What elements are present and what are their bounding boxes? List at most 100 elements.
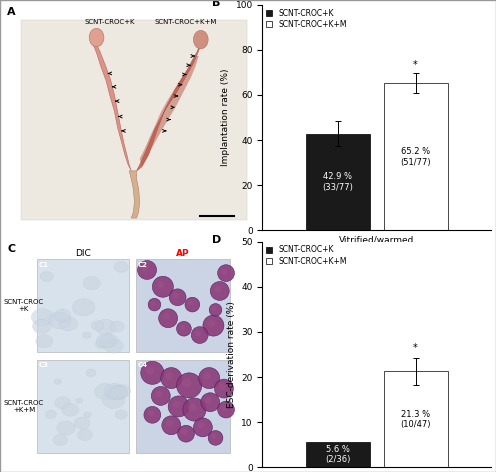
Circle shape — [168, 396, 189, 417]
Ellipse shape — [57, 421, 75, 435]
Ellipse shape — [193, 30, 208, 49]
Circle shape — [193, 418, 212, 437]
Text: SCNT-CROC
+K+M: SCNT-CROC +K+M — [4, 400, 44, 413]
Ellipse shape — [114, 261, 128, 272]
Ellipse shape — [103, 391, 125, 409]
Circle shape — [214, 379, 234, 398]
Circle shape — [151, 387, 170, 405]
Text: C2: C2 — [137, 261, 147, 268]
Ellipse shape — [83, 277, 101, 290]
Circle shape — [198, 422, 204, 429]
Ellipse shape — [115, 385, 131, 397]
Ellipse shape — [60, 317, 77, 331]
Ellipse shape — [100, 334, 118, 347]
Ellipse shape — [45, 410, 57, 419]
Ellipse shape — [91, 321, 104, 330]
Circle shape — [169, 289, 186, 306]
Bar — [135, 360, 230, 453]
Circle shape — [159, 309, 178, 328]
Text: SCNT-CROC+K: SCNT-CROC+K — [85, 19, 135, 25]
Circle shape — [219, 383, 225, 390]
Ellipse shape — [75, 398, 82, 404]
Y-axis label: Implantation rate (%): Implantation rate (%) — [221, 69, 230, 166]
Polygon shape — [129, 171, 140, 218]
Circle shape — [178, 425, 194, 442]
Ellipse shape — [83, 332, 91, 338]
Ellipse shape — [115, 410, 127, 419]
Text: C3: C3 — [39, 362, 49, 368]
Circle shape — [218, 401, 235, 418]
Text: *: * — [413, 343, 418, 353]
Circle shape — [146, 366, 154, 375]
Circle shape — [151, 301, 155, 305]
Ellipse shape — [72, 299, 95, 316]
Circle shape — [163, 313, 170, 320]
Ellipse shape — [104, 338, 123, 353]
Text: 42.9 %
(33/77): 42.9 % (33/77) — [322, 172, 353, 192]
Circle shape — [161, 368, 182, 388]
Text: 5.6 %
(2/36): 5.6 % (2/36) — [325, 445, 351, 464]
Circle shape — [177, 321, 191, 336]
Circle shape — [148, 298, 161, 311]
Circle shape — [142, 265, 148, 271]
Circle shape — [183, 398, 206, 421]
Bar — [306, 134, 370, 230]
Circle shape — [185, 297, 200, 312]
Bar — [135, 260, 230, 352]
Ellipse shape — [40, 271, 53, 281]
Circle shape — [141, 361, 164, 384]
Legend: SCNT-CROC+K, SCNT-CROC+K+M: SCNT-CROC+K, SCNT-CROC+K+M — [266, 8, 347, 29]
Ellipse shape — [83, 412, 91, 418]
Circle shape — [144, 406, 161, 423]
Ellipse shape — [95, 320, 116, 335]
Circle shape — [180, 325, 185, 330]
Ellipse shape — [54, 379, 62, 384]
Bar — [383, 83, 447, 230]
Text: C4: C4 — [137, 362, 148, 368]
Circle shape — [173, 293, 179, 298]
Circle shape — [148, 410, 154, 416]
Circle shape — [177, 373, 202, 398]
Bar — [306, 442, 370, 467]
Circle shape — [166, 420, 173, 427]
Ellipse shape — [62, 404, 79, 416]
Ellipse shape — [96, 334, 114, 348]
Ellipse shape — [53, 435, 67, 446]
Text: B: B — [212, 0, 221, 8]
Ellipse shape — [55, 397, 71, 409]
Circle shape — [156, 391, 162, 397]
Circle shape — [191, 327, 208, 344]
Circle shape — [188, 403, 196, 411]
Ellipse shape — [95, 339, 107, 348]
Circle shape — [173, 401, 180, 408]
Bar — [21, 20, 247, 220]
Ellipse shape — [77, 429, 92, 440]
Circle shape — [199, 368, 220, 388]
Circle shape — [218, 265, 235, 281]
Circle shape — [221, 269, 227, 274]
Ellipse shape — [54, 309, 71, 322]
Circle shape — [210, 281, 229, 300]
Ellipse shape — [33, 319, 51, 334]
Bar — [37, 360, 129, 453]
Circle shape — [208, 320, 215, 327]
Text: *: * — [413, 59, 418, 70]
Circle shape — [166, 372, 173, 379]
Ellipse shape — [110, 321, 124, 332]
Ellipse shape — [104, 383, 126, 400]
Ellipse shape — [49, 312, 70, 329]
Circle shape — [188, 301, 193, 306]
Text: C: C — [7, 244, 15, 254]
Circle shape — [201, 393, 220, 412]
Circle shape — [152, 276, 174, 297]
Text: SCNT-CROC
+K: SCNT-CROC +K — [4, 299, 44, 312]
Ellipse shape — [31, 309, 54, 326]
Ellipse shape — [86, 369, 96, 377]
Circle shape — [157, 281, 165, 288]
Polygon shape — [136, 41, 203, 171]
Bar — [383, 371, 447, 467]
Circle shape — [182, 429, 187, 435]
Circle shape — [214, 286, 221, 292]
Ellipse shape — [89, 28, 104, 47]
Ellipse shape — [74, 417, 90, 429]
